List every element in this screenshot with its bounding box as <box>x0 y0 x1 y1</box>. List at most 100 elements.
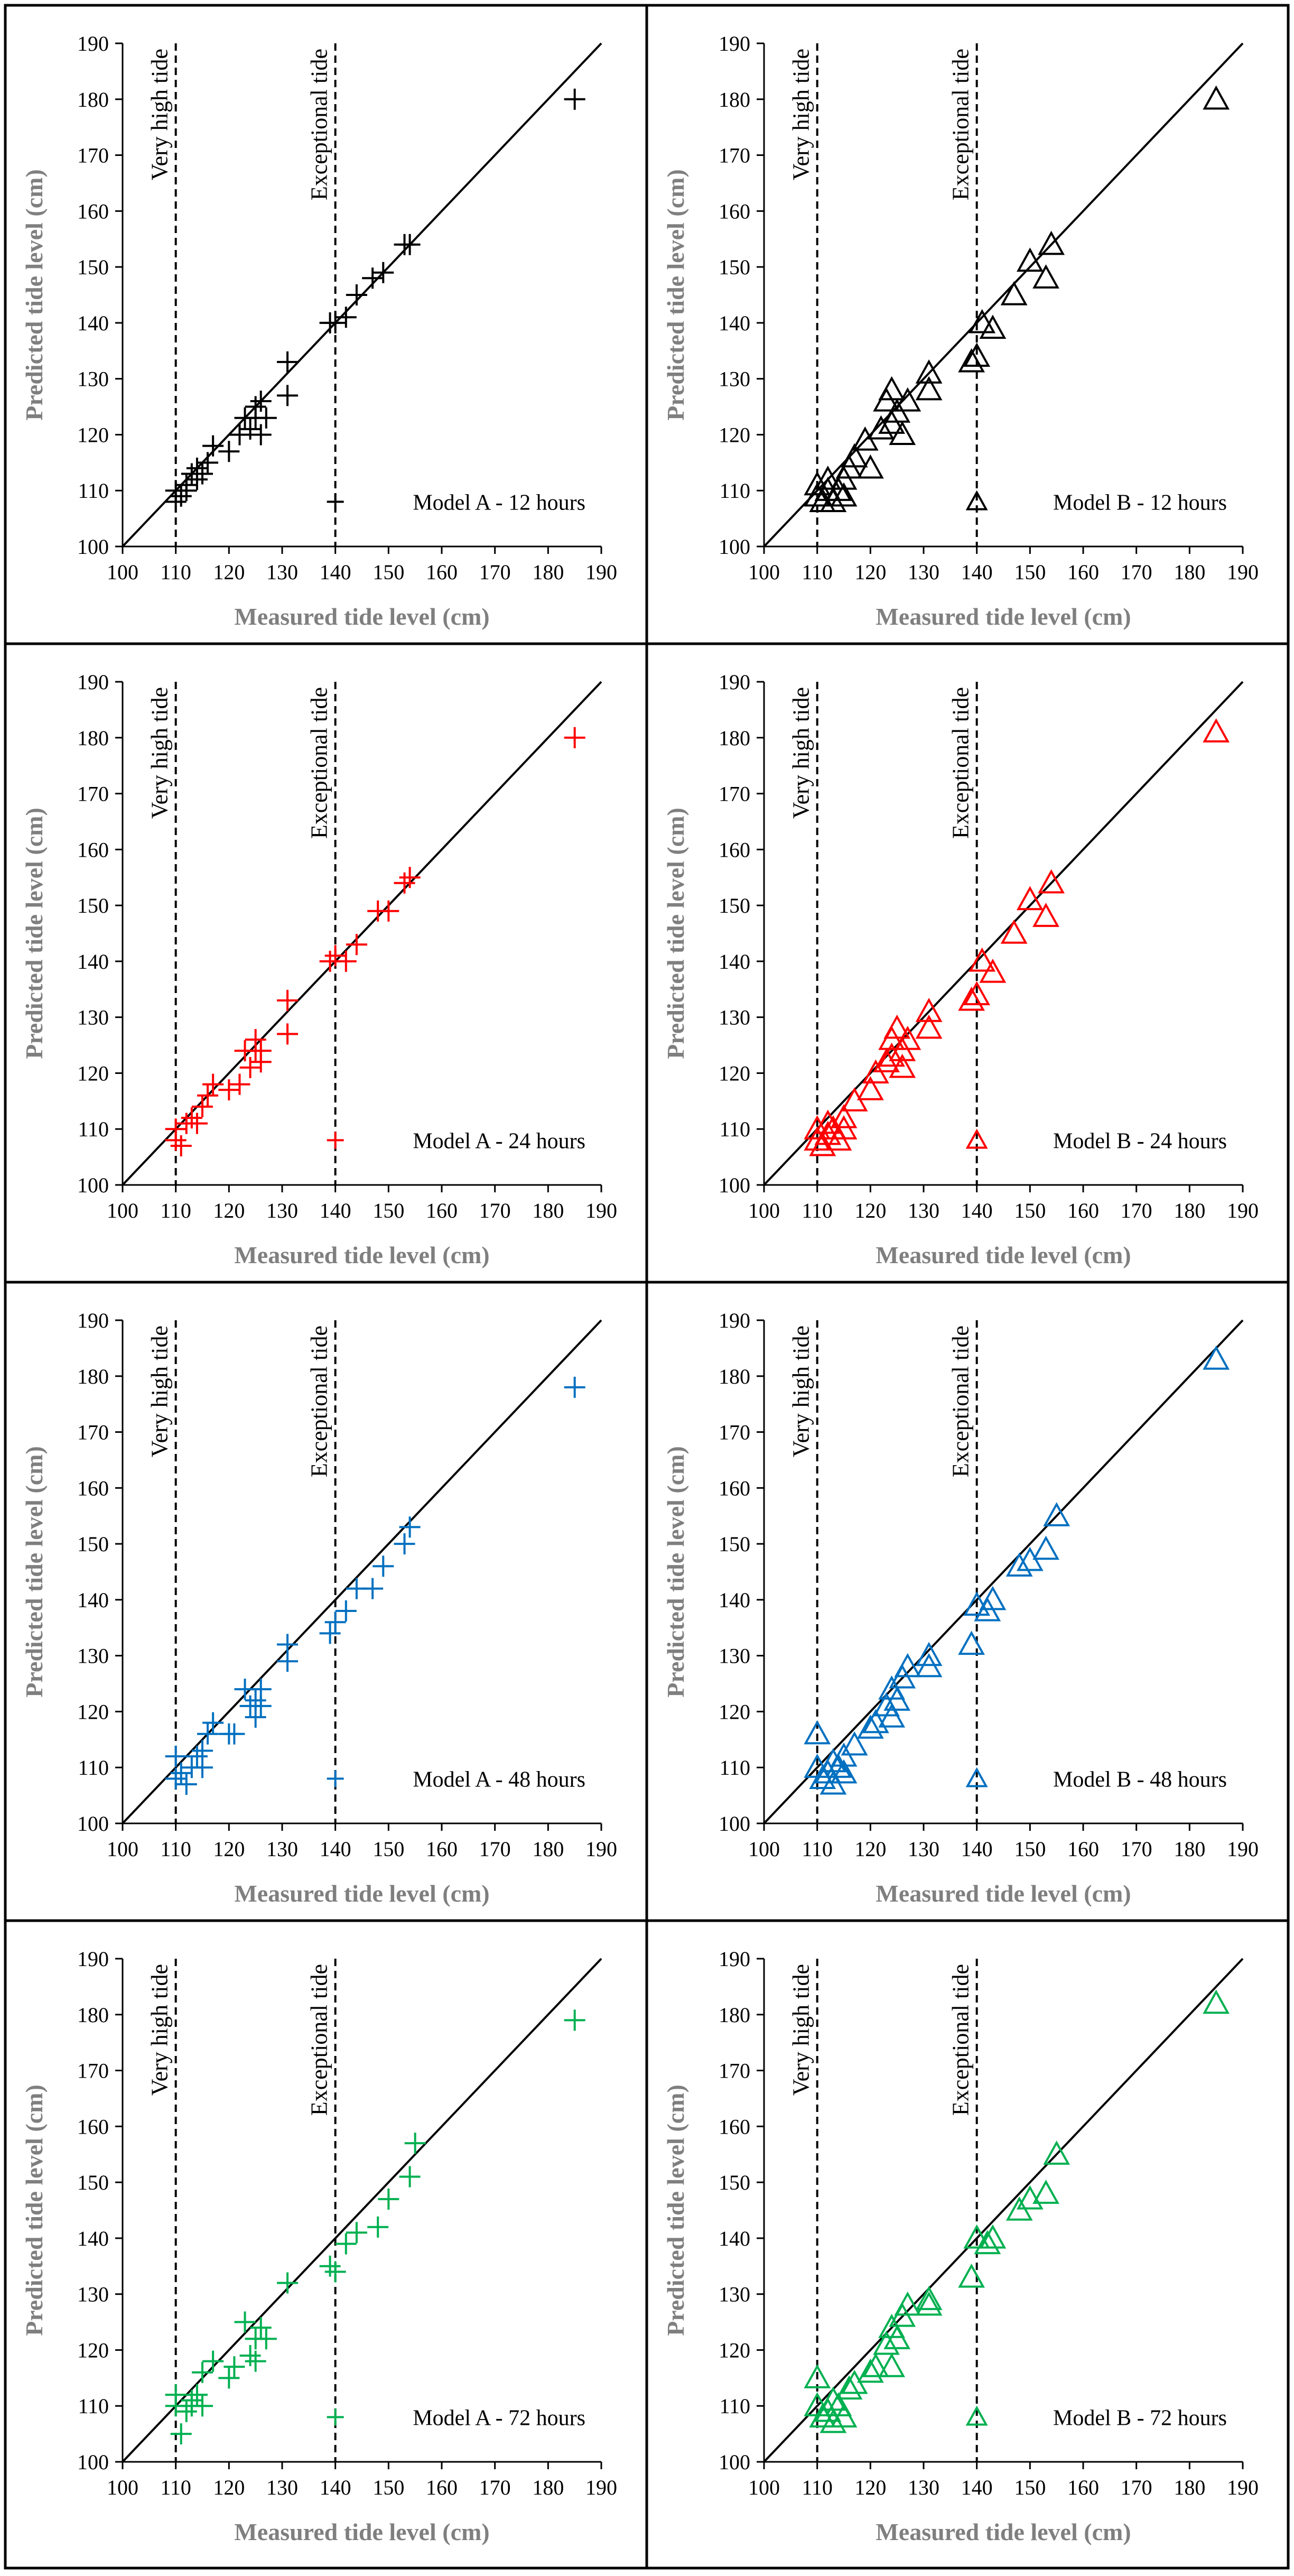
data-point <box>1016 886 1044 911</box>
data-point <box>868 415 895 440</box>
data-point <box>1016 2185 1044 2210</box>
y-axis-title: Predicted tide level (cm) <box>662 1446 689 1698</box>
data-point <box>1032 1535 1059 1560</box>
data-point <box>255 2328 277 2350</box>
x-tick-label: 140 <box>320 560 351 584</box>
x-axis-title: Measured tide level (cm) <box>876 1880 1131 1907</box>
y-tick-label: 180 <box>719 1365 750 1388</box>
x-tick-label: 110 <box>160 2476 191 2499</box>
y-tick-label: 170 <box>719 2059 750 2083</box>
y-tick-label: 180 <box>719 726 750 750</box>
data-point <box>915 1653 943 1678</box>
data-point <box>218 2367 240 2389</box>
y-tick-label: 120 <box>77 1061 109 1085</box>
y-tick-label: 170 <box>77 782 109 806</box>
identity-line <box>763 42 1244 548</box>
legend-marker <box>327 2408 344 2426</box>
x-tick-label: 100 <box>748 1199 780 1222</box>
x-tick-label: 160 <box>426 2476 458 2499</box>
x-tick-label: 190 <box>1227 1837 1259 1861</box>
x-tick-label: 140 <box>961 2476 993 2499</box>
data-point <box>399 2166 421 2188</box>
y-tick-label: 140 <box>719 311 750 335</box>
y-tick-label: 170 <box>77 1421 109 1444</box>
data-point <box>335 1600 357 1622</box>
data-point <box>894 1653 921 1678</box>
data-point <box>245 396 266 418</box>
x-tick-label: 130 <box>908 1837 939 1861</box>
y-tick-label: 190 <box>77 1309 109 1332</box>
x-tick-label: 150 <box>1014 1199 1046 1222</box>
panel-border <box>645 1919 1290 2570</box>
data-point <box>239 418 261 440</box>
data-point <box>277 989 299 1011</box>
legend-marker <box>965 1767 988 1787</box>
data-point <box>830 1759 858 1784</box>
x-axis-title: Measured tide level (cm) <box>876 2518 1131 2545</box>
data-point <box>394 1533 415 1555</box>
x-tick-label: 160 <box>426 560 458 584</box>
x-tick-label: 130 <box>266 560 298 584</box>
data-point <box>963 981 991 1005</box>
x-tick-label: 100 <box>748 1837 780 1861</box>
x-tick-label: 150 <box>1014 560 1046 584</box>
data-point <box>814 1109 842 1134</box>
y-tick-label: 110 <box>78 1117 109 1141</box>
chart-panel-7: 100 110 120 130 140 150 160 170 180 190 100 110 120 1… <box>4 1919 648 2570</box>
data-point <box>915 1642 943 1666</box>
data-point <box>404 2133 426 2154</box>
y-tick-label: 110 <box>719 2394 750 2418</box>
y-tick-label: 190 <box>77 670 109 694</box>
x-axis-title: Measured tide level (cm) <box>234 2518 489 2545</box>
very-high-tide-label: Very high tide <box>147 49 173 180</box>
y-tick-label: 180 <box>719 88 750 112</box>
data-point <box>239 2345 261 2367</box>
y-tick-label: 170 <box>719 144 750 168</box>
x-tick-label: 130 <box>908 560 939 584</box>
data-point <box>804 1115 831 1139</box>
y-tick-label: 130 <box>77 367 109 391</box>
y-tick-label: 110 <box>78 479 109 503</box>
y-tick-label: 130 <box>719 1644 750 1668</box>
data-point <box>915 997 943 1022</box>
y-tick-label: 160 <box>719 199 750 223</box>
x-tick-label: 180 <box>1174 2476 1205 2499</box>
data-point <box>979 2224 1007 2249</box>
data-point <box>186 2384 208 2406</box>
y-tick-label: 150 <box>719 255 750 279</box>
data-point <box>399 234 421 255</box>
data-point <box>1032 2180 1059 2204</box>
data-point <box>234 2311 256 2333</box>
data-point <box>894 1025 921 1050</box>
x-axis-title: Measured tide level (cm) <box>876 603 1131 630</box>
data-point <box>804 471 831 496</box>
data-point <box>186 1113 208 1134</box>
x-tick-label: 100 <box>107 1837 138 1861</box>
y-tick-label: 100 <box>77 2450 109 2474</box>
legend-marker <box>965 1128 988 1149</box>
x-tick-label: 170 <box>1121 2476 1152 2499</box>
data-point <box>224 1723 245 1745</box>
data-point <box>165 1129 187 1151</box>
y-tick-label: 190 <box>77 32 109 55</box>
x-tick-label: 100 <box>107 2476 138 2499</box>
data-point <box>218 1079 240 1101</box>
data-point <box>1032 264 1059 289</box>
y-tick-label: 120 <box>77 1700 109 1723</box>
y-tick-label: 140 <box>77 950 109 974</box>
data-point <box>889 421 916 446</box>
data-point <box>830 482 858 507</box>
data-point <box>335 2233 357 2255</box>
data-point <box>192 2361 213 2383</box>
y-tick-label: 120 <box>719 1700 750 1723</box>
y-tick-label: 140 <box>77 2227 109 2250</box>
y-axis-title: Predicted tide level (cm) <box>21 1446 48 1698</box>
data-point <box>958 2263 985 2288</box>
data-point <box>245 1690 266 1711</box>
data-point <box>841 443 868 468</box>
data-point <box>958 986 985 1011</box>
x-tick-label: 180 <box>532 1837 564 1861</box>
very-high-tide-label: Very high tide <box>147 1964 173 2096</box>
y-tick-label: 160 <box>719 2115 750 2138</box>
data-point <box>202 1073 224 1095</box>
